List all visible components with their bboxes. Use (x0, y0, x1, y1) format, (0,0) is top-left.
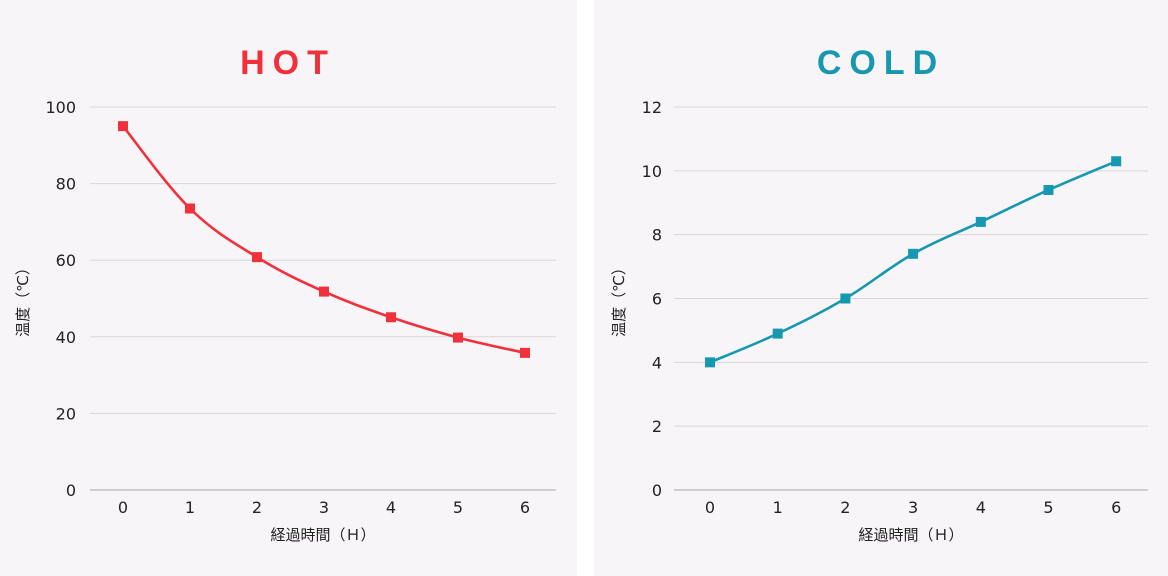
hot-chart-title: HOT (240, 44, 336, 82)
hot-x-tick-label: 4 (386, 498, 396, 517)
cold-y-tick-label: 12 (642, 98, 662, 117)
cold-data-point (705, 357, 715, 368)
hot-y-tick-label: 0 (66, 481, 76, 500)
cold-y-tick-label: 10 (642, 162, 662, 181)
hot-x-tick-label: 6 (520, 498, 530, 517)
cold-x-tick-label: 0 (705, 498, 715, 517)
cold-data-point (840, 293, 851, 304)
hot-data-point (252, 252, 262, 263)
hot-x-tick-label: 3 (319, 498, 329, 517)
hot-data-point (185, 203, 195, 214)
cold-x-tick-label: 3 (908, 498, 918, 517)
cold-data-point (975, 216, 986, 227)
hot-y-tick-label: 60 (56, 251, 76, 270)
hot-chart-panel: HOT 0 20 40 60 80 100 0 1 2 3 4 5 6 経過時間（Ｈ） 温度（℃） (0, 0, 577, 576)
hot-x-tick-label: 0 (118, 498, 128, 517)
hot-data-point (118, 121, 128, 132)
hot-data-point (520, 347, 530, 358)
cold-x-tick-label: 5 (1043, 498, 1053, 517)
cold-x-axis-label: 経過時間（Ｈ） (858, 526, 963, 544)
cold-data-point (908, 248, 919, 259)
hot-x-tick-label: 2 (252, 498, 262, 517)
cold-data-point (772, 328, 783, 339)
cold-y-tick-label: 4 (652, 353, 662, 372)
hot-x-axis-label: 経過時間（Ｈ） (270, 526, 375, 544)
hot-y-tick-label: 100 (45, 98, 76, 117)
cold-data-point (1111, 156, 1122, 167)
cold-chart-title: COLD (817, 44, 945, 82)
cold-y-tick-label: 0 (652, 481, 662, 500)
cold-chart-panel: COLD 0 2 4 6 8 10 12 0 1 2 3 4 5 6 経過時間（Ｈ） 温度（℃） (594, 0, 1168, 576)
hot-series-line (121, 125, 526, 355)
hot-chart: HOT 0 20 40 60 80 100 0 1 2 3 4 5 6 経過時間（Ｈ） 温度（℃） (14, 44, 556, 544)
hot-x-tick-label: 1 (185, 498, 195, 517)
cold-x-tick-label: 2 (840, 498, 850, 517)
hot-y-tick-label: 40 (56, 328, 76, 347)
hot-x-tick-label: 5 (453, 498, 463, 517)
cold-data-point (1043, 184, 1054, 195)
hot-y-tick-label: 80 (56, 175, 76, 194)
cold-y-tick-label: 6 (652, 290, 662, 309)
cold-series-line (709, 160, 1117, 364)
cold-y-tick-label: 8 (652, 226, 662, 245)
hot-data-point (453, 332, 463, 343)
hot-y-tick-label: 20 (56, 404, 76, 423)
hot-data-point (319, 286, 329, 297)
hot-data-point (386, 312, 396, 323)
cold-y-tick-label: 2 (652, 417, 662, 436)
cold-y-axis-label: 温度（℃） (610, 260, 628, 337)
cold-x-tick-label: 4 (976, 498, 986, 517)
cold-x-tick-label: 1 (773, 498, 783, 517)
hot-y-axis-label: 温度（℃） (14, 260, 32, 337)
cold-x-tick-label: 6 (1111, 498, 1121, 517)
